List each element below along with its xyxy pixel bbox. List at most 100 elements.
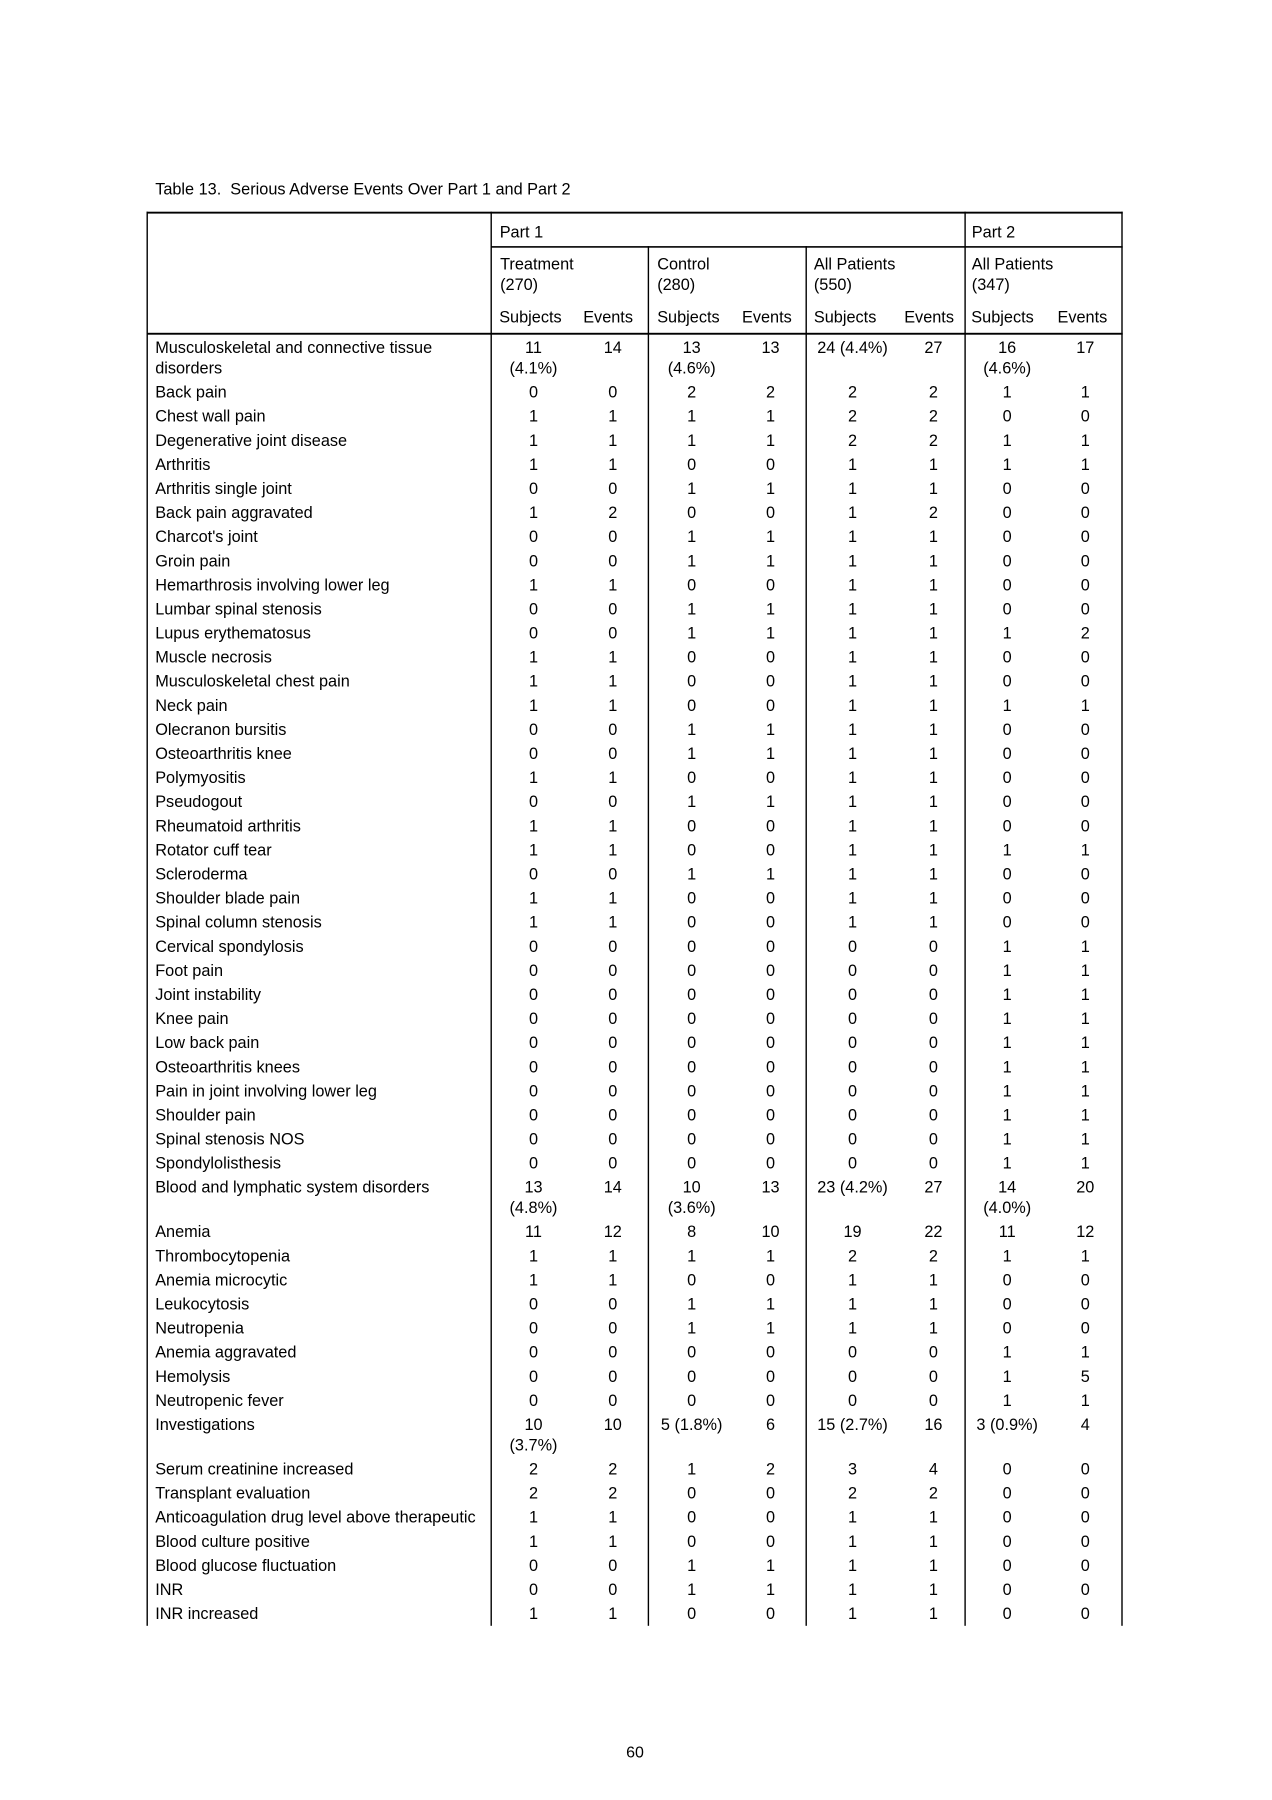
svg-text:Events: Events — [1058, 308, 1108, 326]
svg-text:0: 0 — [687, 1058, 696, 1076]
svg-text:0: 0 — [687, 1082, 696, 1100]
svg-text:0: 0 — [529, 962, 538, 980]
svg-text:0: 0 — [1081, 1509, 1090, 1527]
svg-text:0: 0 — [1003, 552, 1012, 570]
svg-text:0: 0 — [529, 745, 538, 763]
svg-text:Charcot's joint: Charcot's joint — [155, 528, 258, 546]
svg-text:0: 0 — [766, 697, 775, 715]
svg-text:0: 0 — [929, 1058, 938, 1076]
svg-text:4: 4 — [1081, 1416, 1090, 1434]
svg-text:1: 1 — [1081, 1131, 1090, 1149]
svg-text:0: 0 — [1081, 408, 1090, 426]
svg-text:1: 1 — [1081, 841, 1090, 859]
svg-text:1: 1 — [848, 576, 857, 594]
svg-text:1: 1 — [929, 576, 938, 594]
svg-text:0: 0 — [766, 1509, 775, 1527]
svg-text:0: 0 — [608, 1131, 617, 1149]
svg-text:2: 2 — [929, 1485, 938, 1503]
svg-text:Scleroderma: Scleroderma — [155, 866, 248, 884]
svg-text:0: 0 — [1081, 601, 1090, 619]
svg-text:Events: Events — [904, 308, 954, 326]
svg-text:0: 0 — [608, 962, 617, 980]
svg-text:0: 0 — [608, 721, 617, 739]
svg-text:Blood glucose fluctuation: Blood glucose fluctuation — [155, 1557, 336, 1575]
svg-text:0: 0 — [1003, 745, 1012, 763]
svg-text:1: 1 — [687, 866, 696, 884]
svg-text:0: 0 — [1003, 1581, 1012, 1599]
svg-text:1: 1 — [848, 625, 857, 643]
svg-text:1: 1 — [929, 697, 938, 715]
svg-text:Subjects: Subjects — [499, 308, 561, 326]
svg-text:1: 1 — [1003, 697, 1012, 715]
svg-text:1: 1 — [608, 1509, 617, 1527]
svg-text:0: 0 — [608, 1058, 617, 1076]
svg-text:1: 1 — [687, 793, 696, 811]
svg-text:1: 1 — [848, 745, 857, 763]
svg-text:0: 0 — [608, 1557, 617, 1575]
svg-text:0: 0 — [1081, 890, 1090, 908]
svg-text:0: 0 — [929, 1344, 938, 1362]
svg-text:1: 1 — [1081, 1392, 1090, 1410]
svg-text:0: 0 — [1003, 769, 1012, 787]
svg-text:17: 17 — [1076, 339, 1094, 357]
svg-text:1: 1 — [929, 841, 938, 859]
svg-text:1: 1 — [848, 890, 857, 908]
svg-text:Olecranon bursitis: Olecranon bursitis — [155, 721, 286, 739]
svg-text:1: 1 — [929, 456, 938, 474]
svg-text:0: 0 — [848, 1344, 857, 1362]
svg-text:Arthritis single joint: Arthritis single joint — [155, 480, 292, 498]
svg-text:0: 0 — [848, 1010, 857, 1028]
svg-text:0: 0 — [529, 986, 538, 1004]
svg-text:0: 0 — [687, 576, 696, 594]
svg-text:0: 0 — [608, 480, 617, 498]
svg-text:0: 0 — [766, 769, 775, 787]
svg-text:0: 0 — [848, 1058, 857, 1076]
svg-text:0: 0 — [1003, 528, 1012, 546]
svg-text:1: 1 — [848, 866, 857, 884]
svg-text:Musculoskeletal chest pain: Musculoskeletal chest pain — [155, 673, 350, 691]
svg-text:1: 1 — [929, 552, 938, 570]
svg-text:1: 1 — [848, 649, 857, 667]
svg-text:0: 0 — [608, 528, 617, 546]
svg-text:1: 1 — [929, 673, 938, 691]
svg-text:1: 1 — [848, 817, 857, 835]
svg-text:0: 0 — [929, 1368, 938, 1386]
svg-text:1: 1 — [608, 456, 617, 474]
svg-text:1: 1 — [687, 601, 696, 619]
svg-text:0: 0 — [529, 866, 538, 884]
svg-text:0: 0 — [1003, 1557, 1012, 1575]
svg-text:0: 0 — [529, 552, 538, 570]
svg-text:0: 0 — [766, 1034, 775, 1052]
svg-text:0: 0 — [1003, 1296, 1012, 1314]
svg-text:0: 0 — [529, 1058, 538, 1076]
svg-text:0: 0 — [687, 841, 696, 859]
svg-text:1: 1 — [766, 1557, 775, 1575]
svg-text:1: 1 — [1081, 962, 1090, 980]
svg-text:0: 0 — [1003, 721, 1012, 739]
svg-text:0: 0 — [1081, 480, 1090, 498]
svg-text:0: 0 — [929, 1010, 938, 1028]
svg-text:13: 13 — [761, 339, 779, 357]
svg-text:2: 2 — [848, 432, 857, 450]
svg-text:Subjects: Subjects — [657, 308, 719, 326]
svg-text:0: 0 — [529, 384, 538, 402]
svg-text:0: 0 — [766, 1392, 775, 1410]
svg-text:14: 14 — [998, 1179, 1016, 1197]
svg-text:0: 0 — [608, 1106, 617, 1124]
svg-text:Transplant evaluation: Transplant evaluation — [155, 1485, 310, 1503]
svg-text:1: 1 — [848, 1605, 857, 1623]
svg-text:Joint instability: Joint instability — [155, 986, 262, 1004]
svg-text:Control: Control — [657, 255, 710, 273]
svg-text:0: 0 — [687, 1605, 696, 1623]
svg-text:1: 1 — [1081, 938, 1090, 956]
svg-text:0: 0 — [608, 1010, 617, 1028]
svg-text:12: 12 — [1076, 1223, 1094, 1241]
svg-text:1: 1 — [766, 866, 775, 884]
svg-text:1: 1 — [848, 697, 857, 715]
svg-text:Hemarthrosis involving lower l: Hemarthrosis involving lower leg — [155, 576, 389, 594]
svg-text:Chest wall pain: Chest wall pain — [155, 408, 265, 426]
svg-text:2: 2 — [687, 384, 696, 402]
svg-text:Part 2: Part 2 — [972, 224, 1015, 242]
svg-text:1: 1 — [929, 601, 938, 619]
svg-text:1: 1 — [848, 673, 857, 691]
